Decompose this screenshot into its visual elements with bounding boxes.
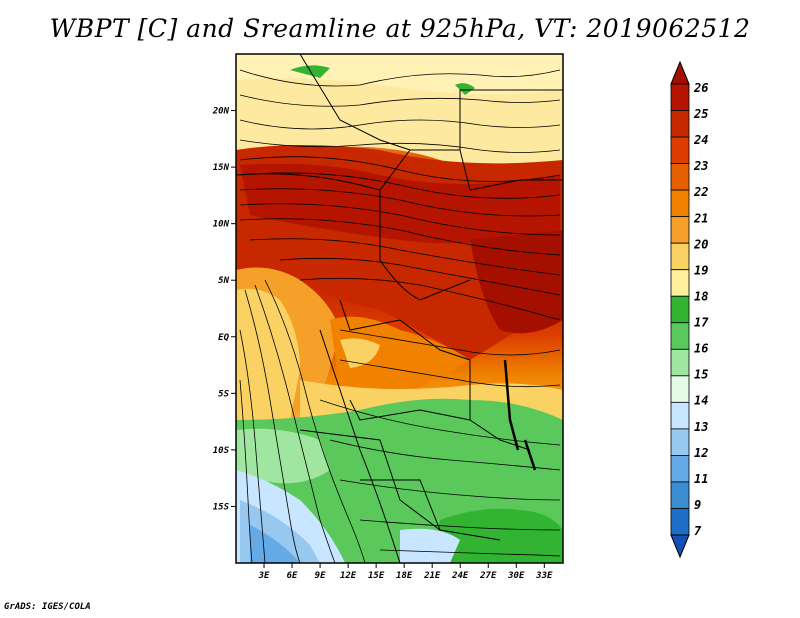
lat-tick-label: 5N <box>218 276 229 286</box>
lon-tick-label: 33E <box>535 571 553 581</box>
colorbar-label: 18 <box>694 289 708 303</box>
map-area <box>236 54 563 563</box>
page-title: WBPT [C] and Sreamline at 925hPa, VT: 20… <box>49 14 751 43</box>
colorbar-segment <box>670 295 690 324</box>
colorbar-label: 20 <box>693 237 708 251</box>
lon-axis: 3E 6E 9E 12E 15E 18E 21E 24E 27E 30E 33E <box>258 563 553 581</box>
lon-tick-label: 21E <box>423 571 441 581</box>
colorbar-segment <box>670 428 690 456</box>
lon-tick-label: 24E <box>451 571 469 581</box>
credit-text: GrADS: IGES/COLA <box>4 602 91 612</box>
colorbar-label: 17 <box>694 316 709 330</box>
colorbar-label: 15 <box>694 368 708 382</box>
lon-tick-label: 3E <box>258 571 270 581</box>
lat-tick-label: 20N <box>212 107 230 117</box>
colorbar-legend: 26 25 24 23 22 21 20 19 18 17 16 15 14 13 12 11 9 7 <box>670 60 709 559</box>
lon-tick-label: 27E <box>479 571 497 581</box>
lat-axis: 20N 15N 10N 5N EQ 5S 10S 15S <box>212 107 236 512</box>
lon-tick-label: 12E <box>340 571 357 581</box>
colorbar-segment <box>670 216 690 244</box>
colorbar-label: 14 <box>694 394 708 408</box>
colorbar-label: 11 <box>694 472 708 486</box>
colorbar-label: 24 <box>693 133 708 147</box>
colorbar-segment <box>670 508 690 536</box>
colorbar-label: 26 <box>693 81 708 95</box>
colorbar-segment <box>670 163 690 191</box>
colorbar-bottom-arrow <box>670 534 690 559</box>
lat-tick-label: 5S <box>218 389 229 399</box>
colorbar-top-arrow <box>670 60 690 85</box>
colorbar-segment <box>670 481 690 509</box>
lon-tick-label: 15E <box>368 571 385 581</box>
colorbar-label: 23 <box>693 159 708 173</box>
colorbar-label: 25 <box>693 107 708 121</box>
colorbar-segment <box>670 83 690 111</box>
lat-tick-label: EQ <box>218 333 229 343</box>
lat-tick-label: 10N <box>213 220 230 230</box>
colorbar-segment <box>670 375 690 403</box>
map-frame <box>235 53 564 564</box>
colorbar-label: 9 <box>694 498 701 512</box>
colorbar-label: 21 <box>693 211 708 225</box>
colorbar-label: 13 <box>694 420 708 434</box>
colorbar-label: 22 <box>693 185 708 199</box>
lon-tick-label: 18E <box>396 571 413 581</box>
lat-tick-label: 15N <box>213 163 230 173</box>
colorbar-segment <box>670 110 690 138</box>
colorbar-segment <box>670 136 690 164</box>
colorbar-segment <box>670 455 690 483</box>
lat-tick-label: 15S <box>213 502 230 512</box>
lon-tick-label: 6E <box>287 571 298 581</box>
colorbar-label: 19 <box>694 263 708 277</box>
colorbar-label: 7 <box>694 524 702 538</box>
colorbar-segment <box>670 242 690 271</box>
colorbar-segment <box>670 348 690 377</box>
colorbar-label: 16 <box>694 342 708 356</box>
colorbar-segment <box>670 269 690 297</box>
colorbar-segment <box>670 401 690 430</box>
lat-tick-label: 10S <box>213 446 230 456</box>
colorbar-label: 12 <box>694 446 708 460</box>
lon-tick-label: 30E <box>507 571 525 581</box>
lon-tick-label: 9E <box>315 571 326 581</box>
colorbar-segment <box>670 189 690 218</box>
colorbar-segment <box>670 322 690 350</box>
